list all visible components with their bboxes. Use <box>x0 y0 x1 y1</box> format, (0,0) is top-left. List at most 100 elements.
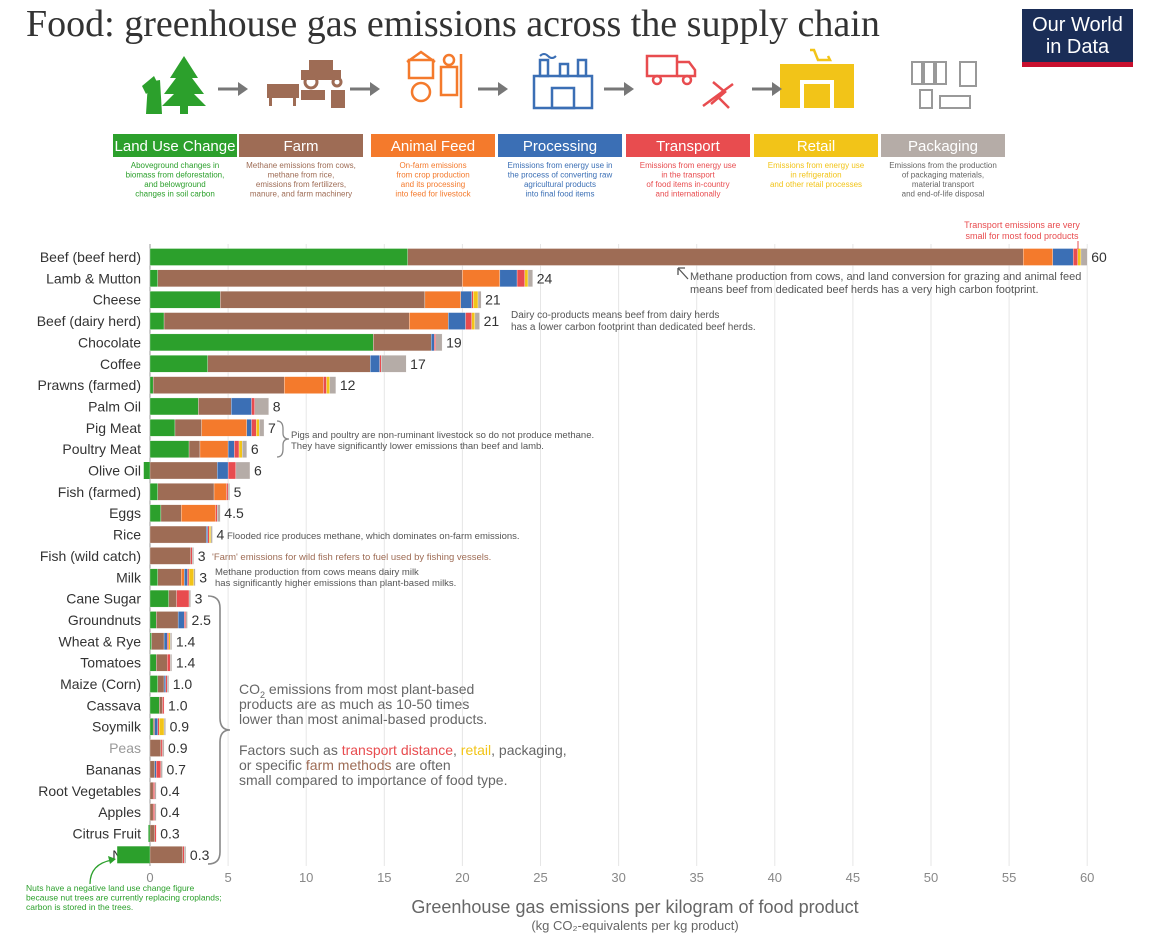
category-label: Chocolate <box>78 334 141 350</box>
tractor-body <box>301 70 341 80</box>
bar-segment-retail <box>209 525 212 544</box>
bar-segment-land-use <box>149 675 158 693</box>
plant-note: CO2 emissions from most plant-based <box>239 681 474 700</box>
logo-line-1: Our World <box>1032 14 1123 36</box>
stage-label: Farm <box>284 138 319 155</box>
stage-description: material transport <box>912 180 975 189</box>
bar-row: Palm Oil 8 <box>88 397 281 416</box>
bar-segment-farm <box>149 760 155 779</box>
bar-segment-land-use <box>149 440 190 458</box>
arrow-head <box>498 82 508 96</box>
x-tick-label: 50 <box>924 870 938 885</box>
bar-segment-land-use <box>149 355 208 373</box>
category-label: Cheese <box>93 292 141 308</box>
bar-segment-transport <box>251 419 257 437</box>
bar-segment-animal-feed <box>1023 248 1053 266</box>
factory-icon <box>532 53 594 110</box>
bar-segment-packaging <box>188 589 191 608</box>
stage-box-bg <box>498 134 622 157</box>
bar-segment-land-use <box>149 632 152 650</box>
total-value-label: 0.4 <box>160 804 180 820</box>
total-value-label: 1.0 <box>168 697 188 713</box>
shop-icon <box>780 48 854 108</box>
factors-note: small compared to importance of food typ… <box>239 772 507 788</box>
stage-description: methane from rice, <box>268 171 335 180</box>
bar-segment-packaging <box>259 419 265 437</box>
bar-segment-retail <box>238 440 243 458</box>
stage-box-bg <box>371 134 495 157</box>
total-value-label: 21 <box>484 313 500 329</box>
stage-description: into final food items <box>526 190 595 199</box>
category-label: Root Vegetables <box>38 783 141 799</box>
bar-row: Wheat & Rye 1.4 <box>59 632 196 650</box>
stage-description: agricultural products <box>524 180 596 189</box>
factors-note: or specific farm methods are often <box>239 757 451 773</box>
bar-segment-farm <box>157 269 463 288</box>
bar-segment-transport <box>323 376 327 394</box>
bar-segment-retail <box>256 419 260 437</box>
stage-description: and its processing <box>401 180 465 189</box>
bar-segment-farm <box>151 632 165 650</box>
bar-segment-processing <box>154 718 158 736</box>
category-label: Beef (dairy herd) <box>37 313 141 329</box>
stage-description: and internationally <box>656 190 721 199</box>
milk-note: has significantly higher emissions than … <box>215 578 456 589</box>
stage-description: into feed for livestock <box>395 190 471 199</box>
stage-description: and other retail processes <box>770 180 862 189</box>
total-value-label: 4.5 <box>224 505 244 521</box>
nuts-note-arrowhead <box>108 856 116 864</box>
total-value-label: 8 <box>273 398 281 414</box>
x-tick-label: 5 <box>224 870 231 885</box>
stage-box-bg <box>754 134 878 157</box>
owid-logo[interactable]: Our World in Data <box>1022 9 1133 67</box>
bar-segment-animal-feed <box>199 440 229 458</box>
cart-shape <box>810 48 833 62</box>
pig-poultry-note: Pigs and poultry are non-ruminant livest… <box>291 430 594 441</box>
bar-segment-packaging <box>167 675 169 693</box>
bar-row: Olive Oil 6 <box>88 461 262 480</box>
farmer-body <box>439 65 459 97</box>
bar-segment-farm <box>163 312 410 330</box>
stage-farm: Farm Methane emissions from cows,methane … <box>239 134 363 199</box>
category-label: Soymilk <box>92 719 142 735</box>
bar-row: Beef (beef herd) 60 <box>40 248 1107 266</box>
bar-row: Apples 0.4 <box>98 803 180 821</box>
bar-segment-land-use <box>149 376 154 394</box>
category-label: Maize (Corn) <box>60 676 141 692</box>
bar-row: Prawns (farmed) 12 <box>38 376 356 394</box>
stage-processing: Processing Emissions from energy use inth… <box>498 134 622 199</box>
total-value-label: 0.4 <box>160 783 180 799</box>
pig-poultry-note: They have significantly lower emissions … <box>291 441 544 452</box>
bar-segment-farm <box>149 525 207 544</box>
bar-row: Maize (Corn) 1.0 <box>60 675 192 693</box>
bar-segment-animal-feed <box>424 291 461 309</box>
bar-row: Rice 4 <box>113 525 224 544</box>
cow-body <box>267 84 299 98</box>
bar-row: Root Vegetables 0.4 <box>38 782 180 800</box>
bar-segment-farm <box>149 824 155 843</box>
stage-label: Retail <box>797 138 835 155</box>
stage-box-bg <box>113 134 237 157</box>
stage-description: of packaging materials, <box>902 171 984 180</box>
bar-segment-packaging <box>474 312 480 330</box>
bar-segment-land-use <box>149 269 158 288</box>
bar-segment-transport <box>434 333 436 352</box>
arrow-icon <box>604 82 634 96</box>
bar-segment-retail <box>168 632 171 650</box>
total-value-label: 0.9 <box>168 740 188 756</box>
bar-segment-packaging <box>254 397 269 416</box>
pig-body <box>301 90 325 100</box>
total-value-label: 2.5 <box>191 612 211 628</box>
stage-description: biomass from deforestation, <box>126 171 225 180</box>
bar-row: Coffee 17 <box>100 355 426 373</box>
x-axis-subtitle: (kg CO₂-equivalents per kg product) <box>531 918 738 933</box>
fish-wild-note: 'Farm' emissions for wild fish refers to… <box>212 552 491 563</box>
x-tick-label: 40 <box>768 870 782 885</box>
bar-segment-transport <box>152 782 155 800</box>
total-value-label: 7 <box>268 420 276 436</box>
arrow-icon <box>752 82 782 96</box>
total-value-label: 21 <box>485 292 501 308</box>
bar-segment-farm <box>157 568 182 586</box>
